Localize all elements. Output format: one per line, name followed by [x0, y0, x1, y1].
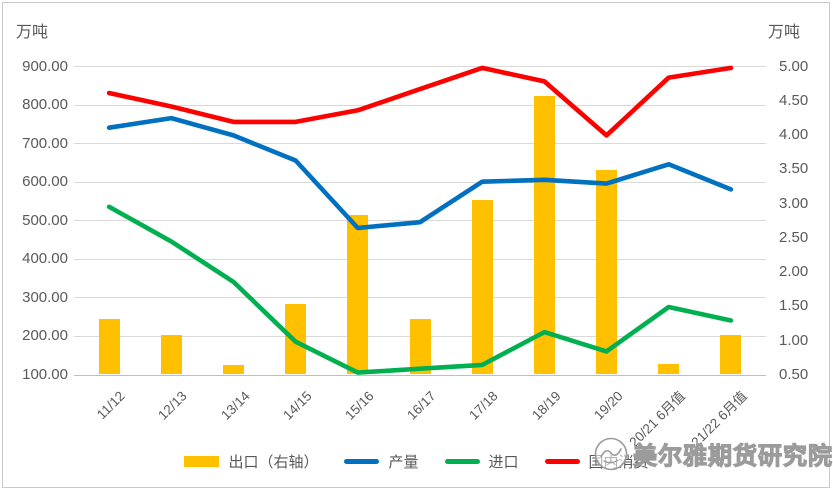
left-axis-tick-label: 300.00: [22, 288, 68, 306]
right-axis-tick-label: 1.50: [779, 297, 809, 315]
right-axis-tick-label: 4.00: [779, 126, 809, 144]
right-axis-tick-label: 1.00: [779, 331, 809, 349]
left-axis-tick-label: 100.00: [22, 366, 68, 383]
watermark-logo-icon: [594, 437, 628, 470]
export-bar: [98, 318, 120, 375]
legend-label: 产量: [388, 453, 419, 471]
gridline: [74, 258, 766, 260]
legend-line-swatch: [444, 458, 480, 464]
right-axis-tick-label: 5.00: [779, 57, 809, 75]
legend-line-swatch: [344, 458, 380, 464]
right-axis-tick-label: 2.00: [779, 263, 809, 281]
export-bar: [347, 215, 369, 375]
left-axis-tick-label: 900.00: [22, 57, 68, 75]
left-axis-tick-label: 500.00: [22, 211, 68, 229]
right-axis-unit-label: 万吨: [768, 24, 801, 41]
legend-label: 进口: [488, 453, 519, 471]
gridline: [74, 297, 766, 299]
gridline: [74, 104, 766, 106]
legend-bar-swatch: [184, 455, 220, 467]
left-axis-tick-label: 800.00: [22, 96, 68, 114]
watermark-text: 美尔雅期货研究院: [632, 442, 833, 470]
export-bar: [222, 364, 244, 375]
right-axis-tick-label: 4.50: [779, 91, 809, 109]
export-bar: [596, 170, 618, 375]
export-bar: [409, 318, 431, 375]
left-axis-unit-label: 万吨: [16, 24, 49, 41]
gridline: [74, 143, 766, 145]
export-bar: [533, 96, 555, 375]
export-bar: [471, 199, 493, 375]
left-axis-tick-label: 400.00: [22, 250, 68, 268]
left-axis-tick-label: 700.00: [22, 134, 68, 152]
export-bar: [285, 303, 307, 375]
gridline: [74, 220, 766, 222]
gridline: [74, 66, 766, 67]
legend-item: 出口（右轴）: [184, 451, 318, 472]
legend-item: 进口: [444, 451, 519, 472]
export-bar: [720, 334, 742, 375]
left-axis-tick-label: 600.00: [22, 173, 68, 191]
right-axis-tick-label: 0.50: [779, 366, 809, 383]
export-bar: [658, 364, 680, 375]
legend-line-swatch: [544, 458, 580, 464]
right-axis-tick-label: 3.00: [779, 194, 809, 212]
right-axis-tick-label: 3.50: [779, 160, 809, 178]
left-axis-tick-label: 200.00: [22, 327, 68, 345]
right-axis-tick-label: 2.50: [779, 228, 809, 246]
legend-item: 产量: [344, 451, 419, 472]
legend-label: 出口（右轴）: [228, 453, 319, 471]
export-bar: [160, 334, 182, 375]
watermark: 美尔雅期货研究院: [594, 436, 833, 471]
gridline: [74, 374, 766, 376]
gridline: [74, 181, 766, 183]
